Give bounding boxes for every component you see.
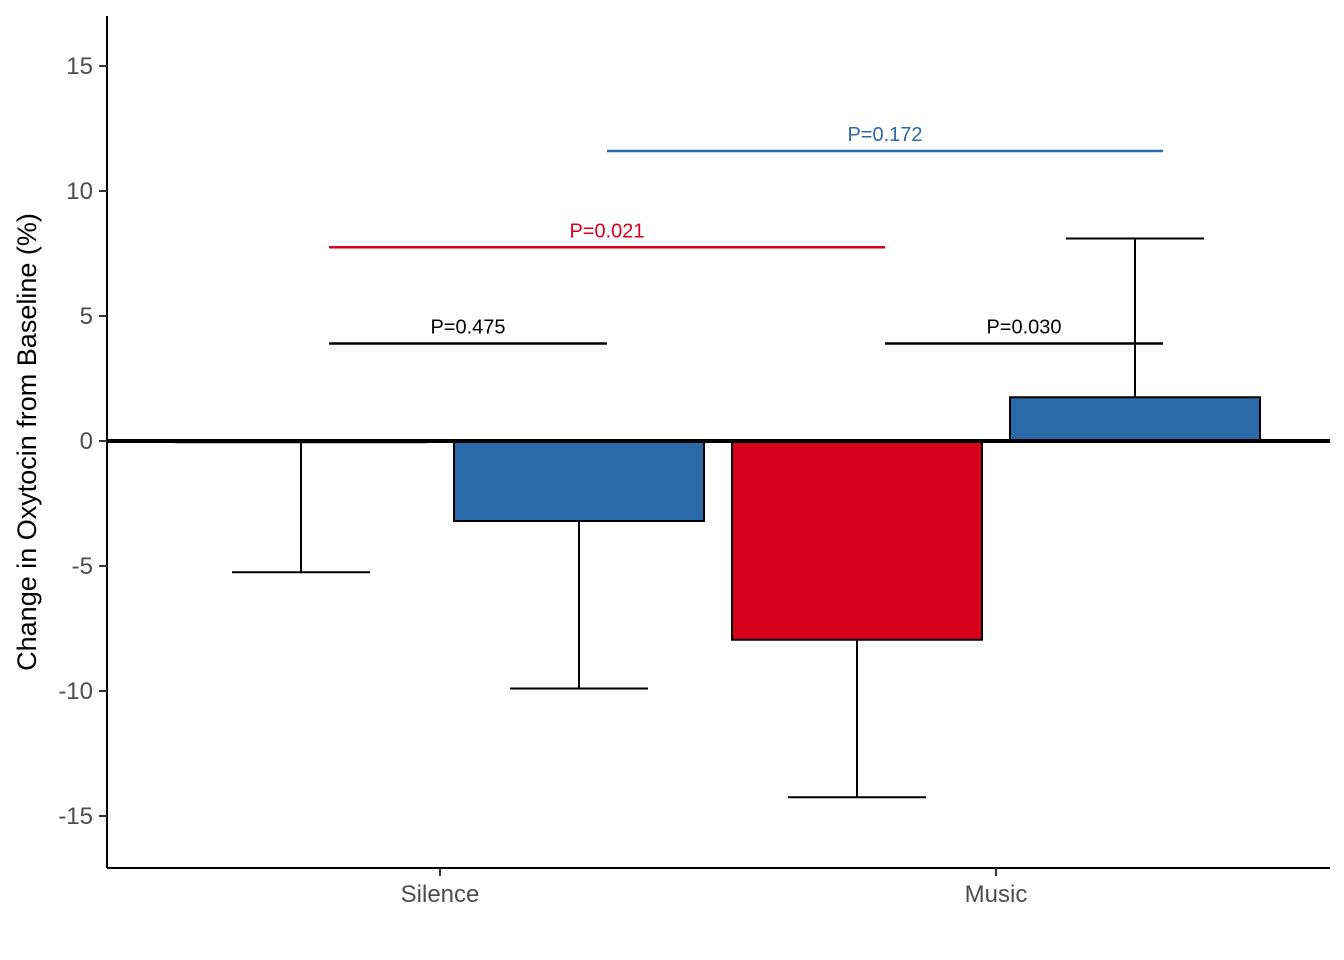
y-tick-label: 15: [66, 53, 93, 80]
y-tick-label: 5: [80, 303, 93, 330]
x-tick-label: Music: [965, 881, 1028, 908]
p-value-label: P=0.021: [569, 220, 644, 242]
error-bar: [788, 639, 926, 799]
error-bars-layer: [232, 237, 1204, 799]
p-value-label: P=0.475: [430, 317, 505, 339]
significance-annotations: P=0.475 P=0.030 P=0.021 P=0.172: [329, 124, 1163, 345]
axes: -15 -10 -5 0 5 10 15 Silence Music: [58, 16, 1330, 908]
y-tick-label: 0: [80, 428, 93, 455]
bars-layer: [175, 396, 1261, 641]
p-value-label: P=0.172: [847, 124, 922, 146]
y-tick-label: -5: [72, 553, 93, 580]
error-bar: [510, 521, 648, 690]
error-bar: [232, 442, 370, 574]
significance-bracket: P=0.021: [329, 220, 885, 249]
y-tick-label: 10: [66, 178, 93, 205]
x-tick-label: Silence: [401, 881, 480, 908]
significance-bracket: P=0.172: [607, 124, 1163, 153]
p-value-label: P=0.030: [986, 317, 1061, 339]
y-axis-title: Change in Oxytocin from Baseline (%): [12, 213, 42, 671]
y-tick-label: -10: [58, 678, 93, 705]
bar-music-1: [1009, 396, 1261, 442]
error-bar: [1066, 237, 1204, 398]
significance-bracket: P=0.030: [885, 317, 1163, 345]
significance-bracket: P=0.475: [329, 317, 607, 345]
y-ticks: -15 -10 -5 0 5 10 15: [58, 53, 107, 830]
x-ticks: Silence Music: [401, 868, 1028, 908]
bar-music-0: [731, 440, 983, 641]
bar-silence-1: [453, 440, 705, 522]
y-tick-label: -15: [58, 803, 93, 830]
